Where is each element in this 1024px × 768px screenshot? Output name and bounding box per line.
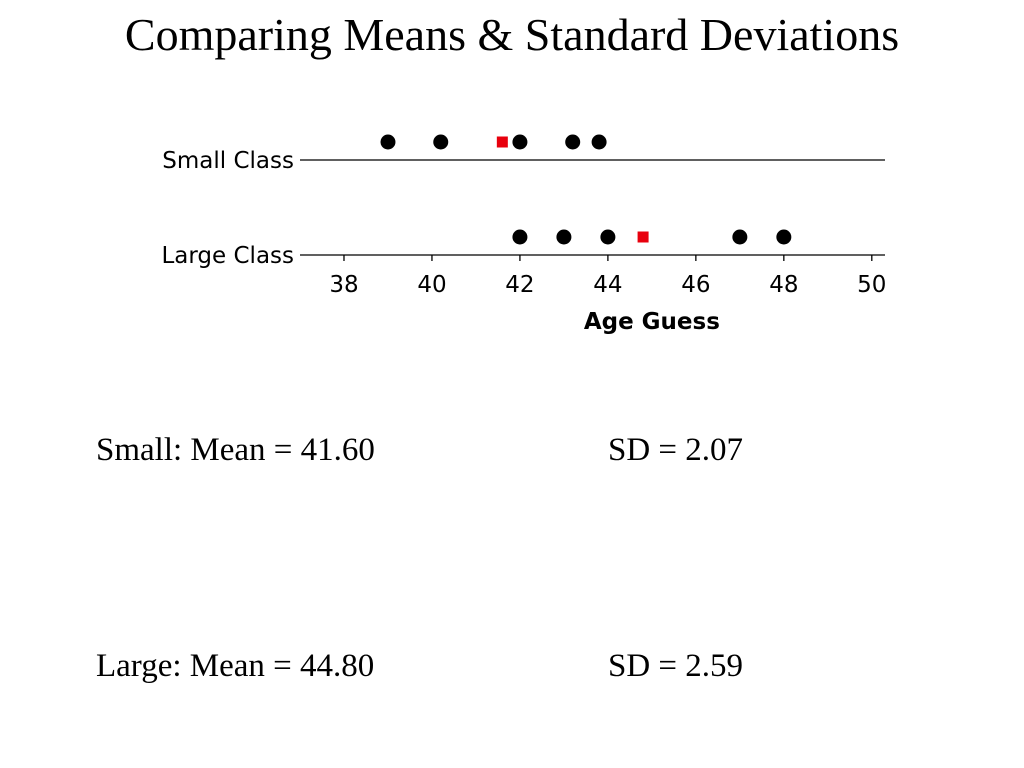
row-small-class: Small Class <box>162 134 885 174</box>
x-axis: 38 40 42 44 46 48 50 <box>329 255 886 298</box>
small-mean-stat: Small: Mean = 41.60 <box>96 432 375 468</box>
x-tick-label: 50 <box>857 272 886 298</box>
dot-plot-chart: Small Class Large Class 38 40 42 44 46 48 50 Ag… <box>161 134 886 335</box>
data-point <box>565 134 581 150</box>
large-sd-stat: SD = 2.59 <box>608 648 744 684</box>
x-tick-label: 48 <box>769 272 798 298</box>
x-tick-label: 42 <box>505 272 534 298</box>
x-tick-label: 46 <box>681 272 710 298</box>
x-tick-label: 40 <box>417 272 446 298</box>
x-tick-label: 38 <box>329 272 358 298</box>
row-label-small-class: Small Class <box>162 148 294 174</box>
mean-marker <box>637 231 649 243</box>
data-point <box>556 229 572 245</box>
data-point <box>512 134 528 150</box>
large-mean-stat: Large: Mean = 44.80 <box>96 648 375 684</box>
row-large-class: Large Class <box>161 229 885 269</box>
data-point <box>512 229 528 245</box>
data-point <box>591 134 607 150</box>
small-sd-stat: SD = 2.07 <box>608 432 744 468</box>
slide-title: Comparing Means & Standard Deviations <box>124 9 900 60</box>
data-point <box>732 229 748 245</box>
mean-marker <box>496 136 508 148</box>
data-point <box>600 229 616 245</box>
data-point <box>380 134 396 150</box>
data-point <box>433 134 449 150</box>
dot-plot-rows: Small Class Large Class <box>161 134 885 269</box>
x-tick-label: 44 <box>593 272 622 298</box>
x-axis-title: Age Guess <box>584 309 720 335</box>
row-label-large-class: Large Class <box>161 243 294 269</box>
data-point <box>776 229 792 245</box>
